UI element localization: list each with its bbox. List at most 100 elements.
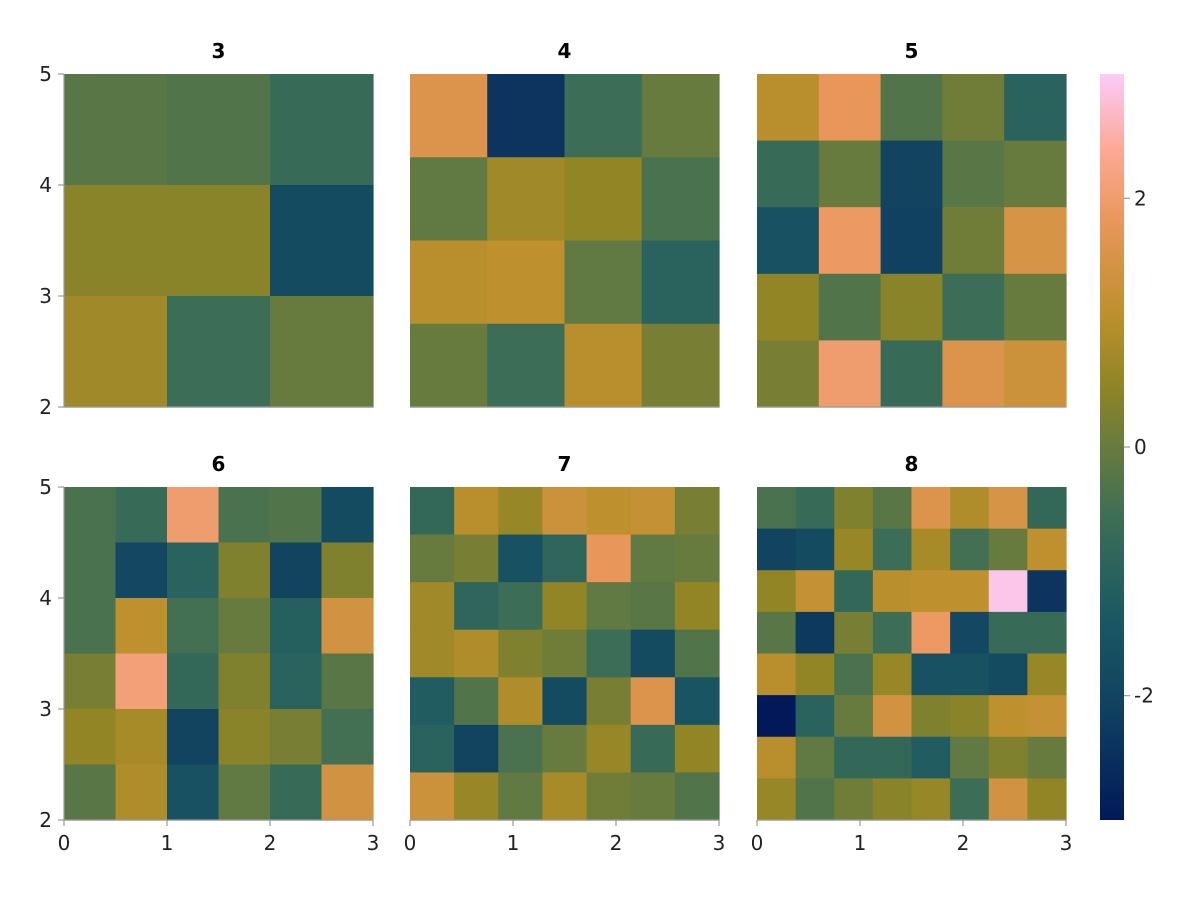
panel-title: 7 (558, 452, 572, 476)
heatmap-cell (270, 598, 323, 655)
heatmap-cell (167, 487, 220, 544)
heatmap-cell (542, 677, 588, 726)
heatmap-cell (542, 534, 588, 583)
heatmap-cell (218, 598, 271, 655)
heatmap-cell (880, 74, 943, 142)
heatmap-cell (1004, 273, 1067, 341)
heatmap-cell (270, 74, 374, 186)
heatmap-cell (564, 157, 643, 242)
heatmap-cell (321, 542, 374, 599)
heatmap-cell (911, 653, 951, 696)
heatmap-cell (321, 487, 374, 544)
heatmap-cell (218, 542, 271, 599)
heatmap-cell (410, 323, 488, 408)
heatmap-cell (218, 709, 271, 766)
heatmap-cell (498, 487, 544, 536)
heatmap-cell (911, 695, 951, 738)
heatmap-cell (872, 611, 913, 655)
heatmap-cell (487, 323, 566, 408)
heatmap-cell (1027, 695, 1067, 738)
y-tick-label: 3 (39, 284, 52, 308)
heatmap-cell (564, 240, 643, 325)
heatmap-cell (641, 157, 720, 242)
y-tick-label: 4 (39, 586, 52, 610)
heatmap-cell (218, 653, 271, 710)
heatmap-cell (487, 240, 566, 325)
heatmap-cell (64, 296, 168, 408)
heatmap-cell (498, 772, 544, 821)
heatmap-cell (988, 611, 1028, 655)
heatmap-cell (630, 582, 676, 631)
heatmap-cell (674, 582, 720, 631)
heatmap-cell (64, 653, 117, 710)
heatmap-cell (950, 528, 990, 571)
heatmap-cell (1004, 74, 1067, 142)
heatmap-cell (542, 724, 588, 774)
heatmap-cell (880, 340, 943, 408)
x-tick-label: 2 (610, 831, 623, 855)
heatmap-cell (410, 157, 488, 242)
y-tick-label: 5 (39, 62, 52, 86)
heatmap-cell (1027, 570, 1067, 613)
heatmap-cell (167, 296, 271, 408)
heatmap-cell (834, 736, 874, 779)
heatmap-cell (795, 736, 835, 779)
heatmap-cell (818, 207, 882, 275)
x-tick-label: 2 (957, 831, 970, 855)
heatmap-cell (586, 534, 632, 583)
heatmap-cell (950, 487, 990, 530)
heatmap-cell (988, 736, 1028, 779)
heatmap-cell (498, 724, 544, 774)
heatmap-cell (942, 273, 1005, 341)
heatmap-cell (988, 653, 1028, 696)
heatmap-cell (674, 487, 720, 536)
heatmap-cell (757, 140, 820, 208)
heatmap-cell (1027, 736, 1067, 779)
heatmap-cell (167, 709, 220, 766)
heatmap-cell (911, 611, 951, 655)
heatmap-cell (564, 74, 643, 158)
heatmap-cell (586, 772, 632, 821)
heatmap-cell (757, 611, 797, 655)
heatmap-cell (410, 487, 455, 536)
heatmap-cell (586, 677, 632, 726)
panel-title: 6 (212, 452, 226, 476)
heatmap-cell (542, 487, 588, 536)
heatmap-cell (988, 570, 1028, 613)
heatmap-cell (542, 772, 588, 821)
heatmap-cell (757, 653, 797, 696)
heatmap-cell (630, 487, 676, 536)
heatmap-cell (498, 629, 544, 678)
heatmap-cell (834, 528, 874, 571)
panel-title: 8 (905, 452, 919, 476)
heatmap-cell (115, 598, 168, 655)
heatmap-cell (988, 528, 1028, 571)
panel-title: 3 (212, 39, 226, 63)
x-tick-label: 2 (264, 831, 277, 855)
heatmap-cell (1004, 340, 1067, 408)
heatmap-cell (942, 207, 1005, 275)
heatmap-cell (1027, 778, 1067, 821)
heatmap-cell (950, 653, 990, 696)
heatmap-cell (674, 534, 720, 583)
heatmap-cell (942, 140, 1005, 208)
heatmap-cell (270, 185, 374, 297)
heatmap-cell (218, 764, 271, 821)
heatmap-cell (880, 140, 943, 208)
heatmap-cell (542, 582, 588, 631)
heatmap-cell (115, 709, 168, 766)
heatmap-cell (487, 74, 566, 158)
heatmap-cell (454, 677, 499, 726)
x-tick-label: 0 (404, 831, 417, 855)
heatmap-cell (321, 653, 374, 710)
heatmap-cell (872, 487, 913, 530)
heatmap-cell (757, 207, 820, 275)
x-tick-label: 1 (854, 831, 867, 855)
colorbar (1100, 74, 1124, 820)
heatmap-cell (988, 695, 1028, 738)
heatmap-cell (674, 677, 720, 726)
heatmap-cell (674, 724, 720, 774)
heatmap-cell (410, 629, 455, 678)
heatmap-cell (64, 764, 117, 821)
